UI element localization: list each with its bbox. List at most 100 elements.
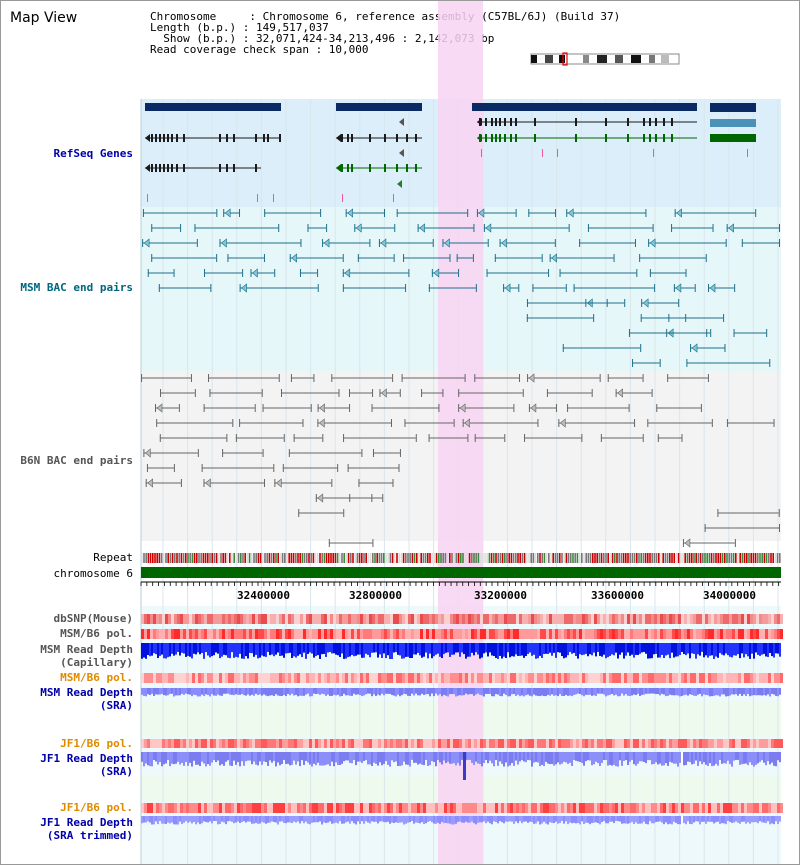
- heat-strip-cell: [693, 673, 696, 683]
- bac-end: [254, 404, 256, 412]
- heat-strip-cell: [321, 673, 324, 683]
- repeat-segment: [638, 553, 640, 563]
- track-label-refseq[interactable]: RefSeq Genes: [53, 147, 133, 160]
- repeat-segment: [675, 553, 678, 563]
- heat-strip-cell: [318, 673, 321, 683]
- gene-exon: [155, 134, 157, 142]
- read-depth-bar: [437, 688, 439, 696]
- heat-strip-cell: [363, 673, 366, 683]
- heat-strip-cell: [495, 673, 498, 683]
- heat-strip-cell: [270, 629, 273, 639]
- bac-end: [651, 389, 653, 397]
- heat-strip-cell: [678, 803, 681, 813]
- heat-strip-cell: [363, 739, 366, 748]
- heat-strip-cell: [516, 629, 519, 639]
- read-depth-bar: [327, 752, 329, 765]
- heat-strip-cell: [516, 739, 519, 748]
- bac-end: [391, 419, 393, 427]
- read-depth-bar: [589, 688, 591, 695]
- heat-strip-cell: [186, 803, 189, 813]
- repeat-segment: [587, 553, 590, 563]
- heat-strip-cell: [753, 673, 756, 683]
- read-depth-bar: [283, 816, 285, 823]
- heat-strip-cell: [639, 803, 642, 813]
- heat-strip-cell: [519, 614, 522, 624]
- bac-end-arrow: [205, 478, 211, 488]
- heat-strip-cell: [465, 614, 468, 624]
- read-depth-bar: [495, 688, 497, 695]
- repeat-segment: [374, 553, 376, 563]
- bac-end: [431, 269, 433, 277]
- repeat-segment: [554, 553, 557, 563]
- heat-strip-cell: [195, 673, 198, 683]
- read-depth-bar: [505, 688, 507, 695]
- bac-end: [203, 479, 205, 487]
- read-depth-bar: [141, 688, 143, 695]
- read-depth-bar: [177, 752, 179, 762]
- read-depth-bar: [531, 816, 533, 822]
- gene-exon: [226, 164, 228, 172]
- read-depth-bar: [593, 688, 595, 696]
- heat-strip-cell: [153, 739, 156, 748]
- read-depth-bar: [607, 688, 609, 696]
- repeat-segment: [270, 553, 273, 563]
- repeat-segment: [367, 553, 370, 563]
- repeat-segment: [407, 553, 409, 563]
- heat-strip-cell: [384, 739, 387, 748]
- heat-strip-cell: [738, 739, 741, 748]
- bac-end: [428, 284, 430, 292]
- read-depth-bar: [311, 752, 313, 767]
- repeat-segment: [726, 553, 728, 563]
- read-depth-bar: [479, 688, 481, 695]
- read-depth-bar: [507, 752, 509, 767]
- bac-end: [607, 374, 609, 382]
- repeat-segment: [356, 553, 359, 563]
- track-label-b6n-bac[interactable]: B6N BAC end pairs: [20, 454, 133, 467]
- read-depth-bar: [527, 643, 529, 654]
- read-depth-bar: [635, 643, 637, 655]
- read-depth-bar: [145, 688, 147, 697]
- repeat-segment: [497, 553, 499, 563]
- gene-exon: [183, 134, 185, 142]
- heat-strip-cell: [390, 629, 393, 639]
- heat-strip-cell: [726, 739, 729, 748]
- heat-strip-cell: [309, 614, 312, 624]
- heat-strip-cell: [642, 739, 645, 748]
- gene-exon: [415, 134, 417, 142]
- bac-end: [159, 434, 161, 442]
- bac-end: [208, 374, 210, 382]
- repeat-segment: [464, 553, 466, 563]
- heat-strip-cell: [156, 803, 159, 813]
- repeat-segment: [578, 553, 581, 563]
- read-depth-bar: [519, 752, 521, 762]
- heat-strip-cell: [549, 629, 552, 639]
- read-depth-bar: [469, 643, 471, 657]
- read-depth-bar: [429, 688, 431, 697]
- read-depth-bar: [479, 816, 481, 823]
- heat-strip-cell: [600, 673, 603, 683]
- heat-strip-cell: [537, 629, 540, 639]
- read-depth-bar: [169, 816, 171, 824]
- bac-end: [548, 269, 550, 277]
- heat-strip-cell: [189, 673, 192, 683]
- read-depth-bar: [297, 643, 299, 656]
- read-depth-bar: [547, 816, 549, 825]
- read-depth-bar: [707, 752, 709, 767]
- bac-end: [151, 254, 153, 262]
- read-depth-bar: [215, 752, 217, 763]
- chromosome-info: Chromosome : Chromosome 6, reference ass…: [150, 11, 620, 55]
- repeat-segment: [457, 553, 460, 563]
- read-depth-bar: [743, 816, 745, 822]
- read-depth-bar: [731, 688, 733, 695]
- read-depth-bar: [697, 643, 699, 655]
- read-depth-bar: [587, 688, 589, 695]
- track-label-msm-bac[interactable]: MSM BAC end pairs: [20, 281, 133, 294]
- read-depth-bar: [493, 688, 495, 697]
- read-depth-bar: [155, 752, 157, 762]
- heat-strip-cell: [660, 739, 663, 748]
- repeat-segment: [647, 553, 649, 563]
- read-depth-bar: [739, 688, 741, 694]
- read-depth-bar: [457, 688, 459, 696]
- read-depth-bar: [423, 688, 425, 695]
